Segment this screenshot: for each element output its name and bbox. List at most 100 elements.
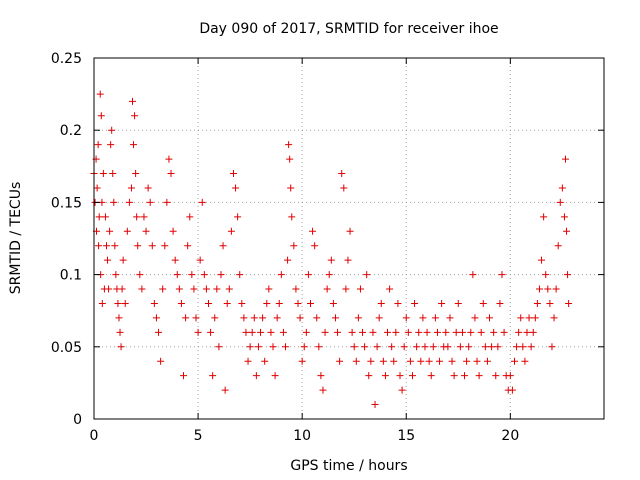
data-point — [402, 314, 410, 322]
data-point — [415, 328, 423, 336]
data-point — [481, 343, 489, 351]
data-point — [494, 343, 502, 351]
data-point — [548, 343, 556, 351]
data-point — [533, 299, 541, 307]
data-point — [242, 328, 250, 336]
data-point — [275, 299, 283, 307]
data-point — [490, 328, 498, 336]
x-tick-label: 20 — [501, 428, 519, 444]
data-point — [340, 184, 348, 192]
data-point — [381, 372, 389, 380]
data-point — [454, 299, 462, 307]
data-point — [510, 357, 518, 365]
data-point — [527, 343, 535, 351]
data-point — [456, 343, 464, 351]
data-point — [171, 256, 179, 264]
data-point — [423, 328, 431, 336]
data-point — [377, 299, 385, 307]
data-point — [93, 184, 101, 192]
data-point — [125, 198, 133, 206]
data-point — [438, 299, 446, 307]
data-point — [556, 198, 564, 206]
data-point — [436, 357, 444, 365]
data-point — [406, 357, 414, 365]
data-point — [517, 314, 525, 322]
data-point — [132, 170, 140, 178]
data-point — [287, 184, 295, 192]
plot-frame — [93, 57, 605, 420]
data-point — [313, 314, 321, 322]
data-point — [279, 328, 287, 336]
data-point — [483, 357, 491, 365]
data-point — [117, 343, 125, 351]
data-point — [263, 299, 271, 307]
y-tick-label: 0.15 — [51, 195, 82, 211]
data-point — [104, 256, 112, 264]
data-point — [365, 372, 373, 380]
data-point — [217, 271, 225, 279]
x-tick-label: 15 — [397, 428, 415, 444]
data-point — [269, 343, 277, 351]
data-point — [98, 299, 106, 307]
data-point — [229, 170, 237, 178]
data-point — [473, 357, 481, 365]
data-point — [523, 328, 531, 336]
data-point — [114, 299, 122, 307]
data-point — [471, 314, 479, 322]
data-point — [257, 328, 265, 336]
data-point — [198, 198, 206, 206]
data-point — [334, 328, 342, 336]
data-point — [96, 90, 104, 98]
data-point — [261, 357, 269, 365]
data-point — [321, 328, 329, 336]
data-point — [161, 242, 169, 250]
data-point — [215, 343, 223, 351]
data-point — [367, 357, 375, 365]
data-point — [109, 170, 117, 178]
data-point — [336, 357, 344, 365]
data-point — [450, 372, 458, 380]
data-point — [388, 343, 396, 351]
data-point — [116, 328, 124, 336]
data-point — [429, 343, 437, 351]
data-point — [169, 227, 177, 235]
data-point — [130, 141, 138, 149]
data-point — [467, 328, 475, 336]
data-point — [225, 285, 233, 293]
data-point — [319, 386, 327, 394]
data-point — [105, 285, 113, 293]
data-point — [386, 285, 394, 293]
data-point — [398, 386, 406, 394]
data-point — [359, 328, 367, 336]
data-point — [369, 328, 377, 336]
data-point — [232, 184, 240, 192]
data-point — [118, 285, 126, 293]
data-point — [352, 357, 360, 365]
data-point — [394, 299, 402, 307]
data-point — [152, 314, 160, 322]
data-point — [182, 314, 190, 322]
data-point — [363, 271, 371, 279]
data-point — [458, 328, 466, 336]
data-point — [392, 328, 400, 336]
data-point — [177, 299, 185, 307]
x-tick-label: 0 — [90, 428, 99, 444]
data-point — [461, 372, 469, 380]
data-point — [273, 314, 281, 322]
data-point — [234, 213, 242, 221]
data-point — [138, 285, 146, 293]
data-point — [165, 155, 173, 163]
data-point — [288, 213, 296, 221]
data-point — [469, 271, 477, 279]
y-tick-label: 0 — [73, 412, 82, 428]
data-point — [390, 357, 398, 365]
data-point — [350, 343, 358, 351]
data-point — [561, 155, 569, 163]
data-point — [304, 271, 312, 279]
y-tick-label: 0.05 — [51, 340, 82, 356]
data-point — [448, 357, 456, 365]
data-point — [498, 271, 506, 279]
data-point — [221, 386, 229, 394]
data-point — [446, 314, 454, 322]
